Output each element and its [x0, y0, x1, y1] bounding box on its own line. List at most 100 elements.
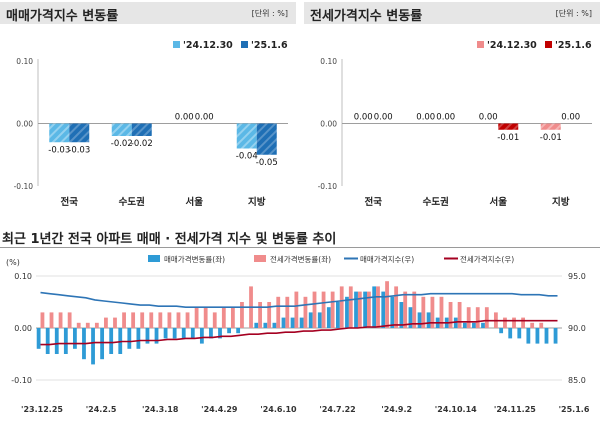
data-label: -0.01: [497, 133, 519, 143]
bar: [172, 328, 177, 339]
sale-change-chart: 0.10 0.00 -0.10 '24.12.30 '25.1.6 -0.03-0.03 전…: [14, 40, 288, 208]
panel-unit: [단위 : %]: [555, 9, 592, 18]
bar: [339, 286, 344, 328]
bar: [256, 123, 277, 155]
bar: [111, 123, 132, 136]
bar: [158, 312, 163, 328]
bar: [526, 328, 531, 344]
bar: [299, 317, 304, 328]
bar: [345, 296, 349, 328]
x-tick-label: '24.9.2: [381, 405, 412, 414]
bar: [109, 328, 114, 354]
bar: [221, 307, 226, 328]
bar: [94, 322, 99, 328]
bar: [430, 296, 435, 328]
bar: [303, 296, 308, 328]
bar: [539, 322, 544, 328]
y-tick-label: 0.10: [320, 57, 337, 66]
bar: [203, 307, 208, 328]
bar: [167, 312, 172, 328]
bar: [140, 312, 145, 328]
bar: [357, 291, 362, 328]
x-tick-label: 지방: [552, 196, 570, 208]
legend-swatch: [148, 255, 160, 262]
bar: [448, 302, 453, 328]
bar: [426, 312, 431, 328]
bar: [336, 302, 340, 328]
bar: [354, 291, 358, 328]
y-right-tick-label: 95.0: [568, 272, 586, 281]
data-label: -0.03: [68, 145, 90, 155]
bar: [263, 322, 268, 328]
y-tick-label: 0.10: [14, 272, 32, 281]
x-tick-label: '24.3.18: [142, 405, 179, 414]
bar: [285, 296, 290, 328]
x-tick-label: 수도권: [119, 196, 145, 208]
data-label: 0.00: [561, 113, 580, 123]
bar: [484, 307, 489, 328]
bar: [276, 296, 281, 328]
bar: [290, 317, 295, 328]
bar: [417, 312, 422, 328]
bar: [181, 328, 186, 339]
bar: [104, 317, 108, 328]
bar: [49, 312, 54, 328]
bar: [54, 328, 59, 354]
bar: [100, 328, 105, 360]
bar: [209, 328, 213, 339]
y-right-tick-label: 90.0: [568, 324, 586, 333]
bar: [122, 312, 126, 328]
legend-swatch: [241, 41, 248, 48]
bar: [218, 328, 222, 339]
x-tick-label: 전국: [365, 196, 383, 208]
panel-title-bar: 매매가격지수 변동률 [단위 : %]: [0, 2, 296, 24]
bar: [367, 291, 371, 328]
bar: [466, 307, 471, 328]
bar: [194, 307, 199, 328]
bar: [390, 296, 395, 328]
section-divider: [0, 247, 600, 248]
sale-index-line: [40, 291, 558, 309]
panel-title: 매매가격지수 변동률: [6, 9, 119, 24]
panel-title-bar: 전세가격지수 변동률 [단위 : %]: [304, 2, 600, 24]
bar: [439, 296, 444, 328]
data-label: 0.00: [436, 113, 455, 123]
x-tick-label: '24.11.25: [494, 405, 536, 414]
sale-change-panel: 매매가격지수 변동률 [단위 : %] 0.10 0.00 -0.10 '24.12.…: [0, 2, 296, 220]
bar: [403, 291, 408, 328]
legend-label: 전세가격변동률(좌): [270, 254, 331, 264]
bar: [475, 307, 480, 328]
trend-section-title: 최근 1년간 전국 아파트 매매 · 전세가격 지수 및 변동률 추이: [2, 232, 337, 247]
data-label: -0.05: [256, 158, 278, 168]
x-tick-label: '24.2.5: [86, 405, 117, 414]
x-tick-label: 전국: [61, 196, 79, 208]
y-tick-label: 0.10: [16, 57, 33, 66]
bar: [308, 312, 313, 328]
bar: [381, 291, 386, 328]
bar: [412, 291, 417, 328]
data-label: 0.00: [479, 113, 498, 123]
jeonse-index-line: [40, 319, 558, 346]
bar: [236, 328, 241, 334]
bar: [127, 328, 132, 349]
data-label: -0.01: [540, 133, 562, 143]
y-tick-label: 0.00: [14, 324, 32, 333]
x-tick-label: '23.12.25: [21, 405, 63, 414]
bar: [76, 322, 81, 328]
bar: [190, 328, 195, 339]
legend-swatch: [173, 41, 180, 48]
data-label: 0.00: [175, 113, 194, 123]
bar: [499, 328, 504, 334]
bar: [540, 123, 561, 130]
bar: [236, 123, 257, 149]
legend-swatch: [254, 255, 266, 262]
bar: [63, 328, 68, 354]
bar: [421, 296, 426, 328]
bar: [254, 322, 259, 328]
bar: [544, 328, 549, 344]
bar: [553, 328, 558, 344]
y-tick-label: -0.10: [11, 376, 32, 385]
x-tick-label: 서울: [186, 196, 204, 208]
data-label: 0.00: [354, 113, 373, 123]
bar: [399, 302, 404, 328]
